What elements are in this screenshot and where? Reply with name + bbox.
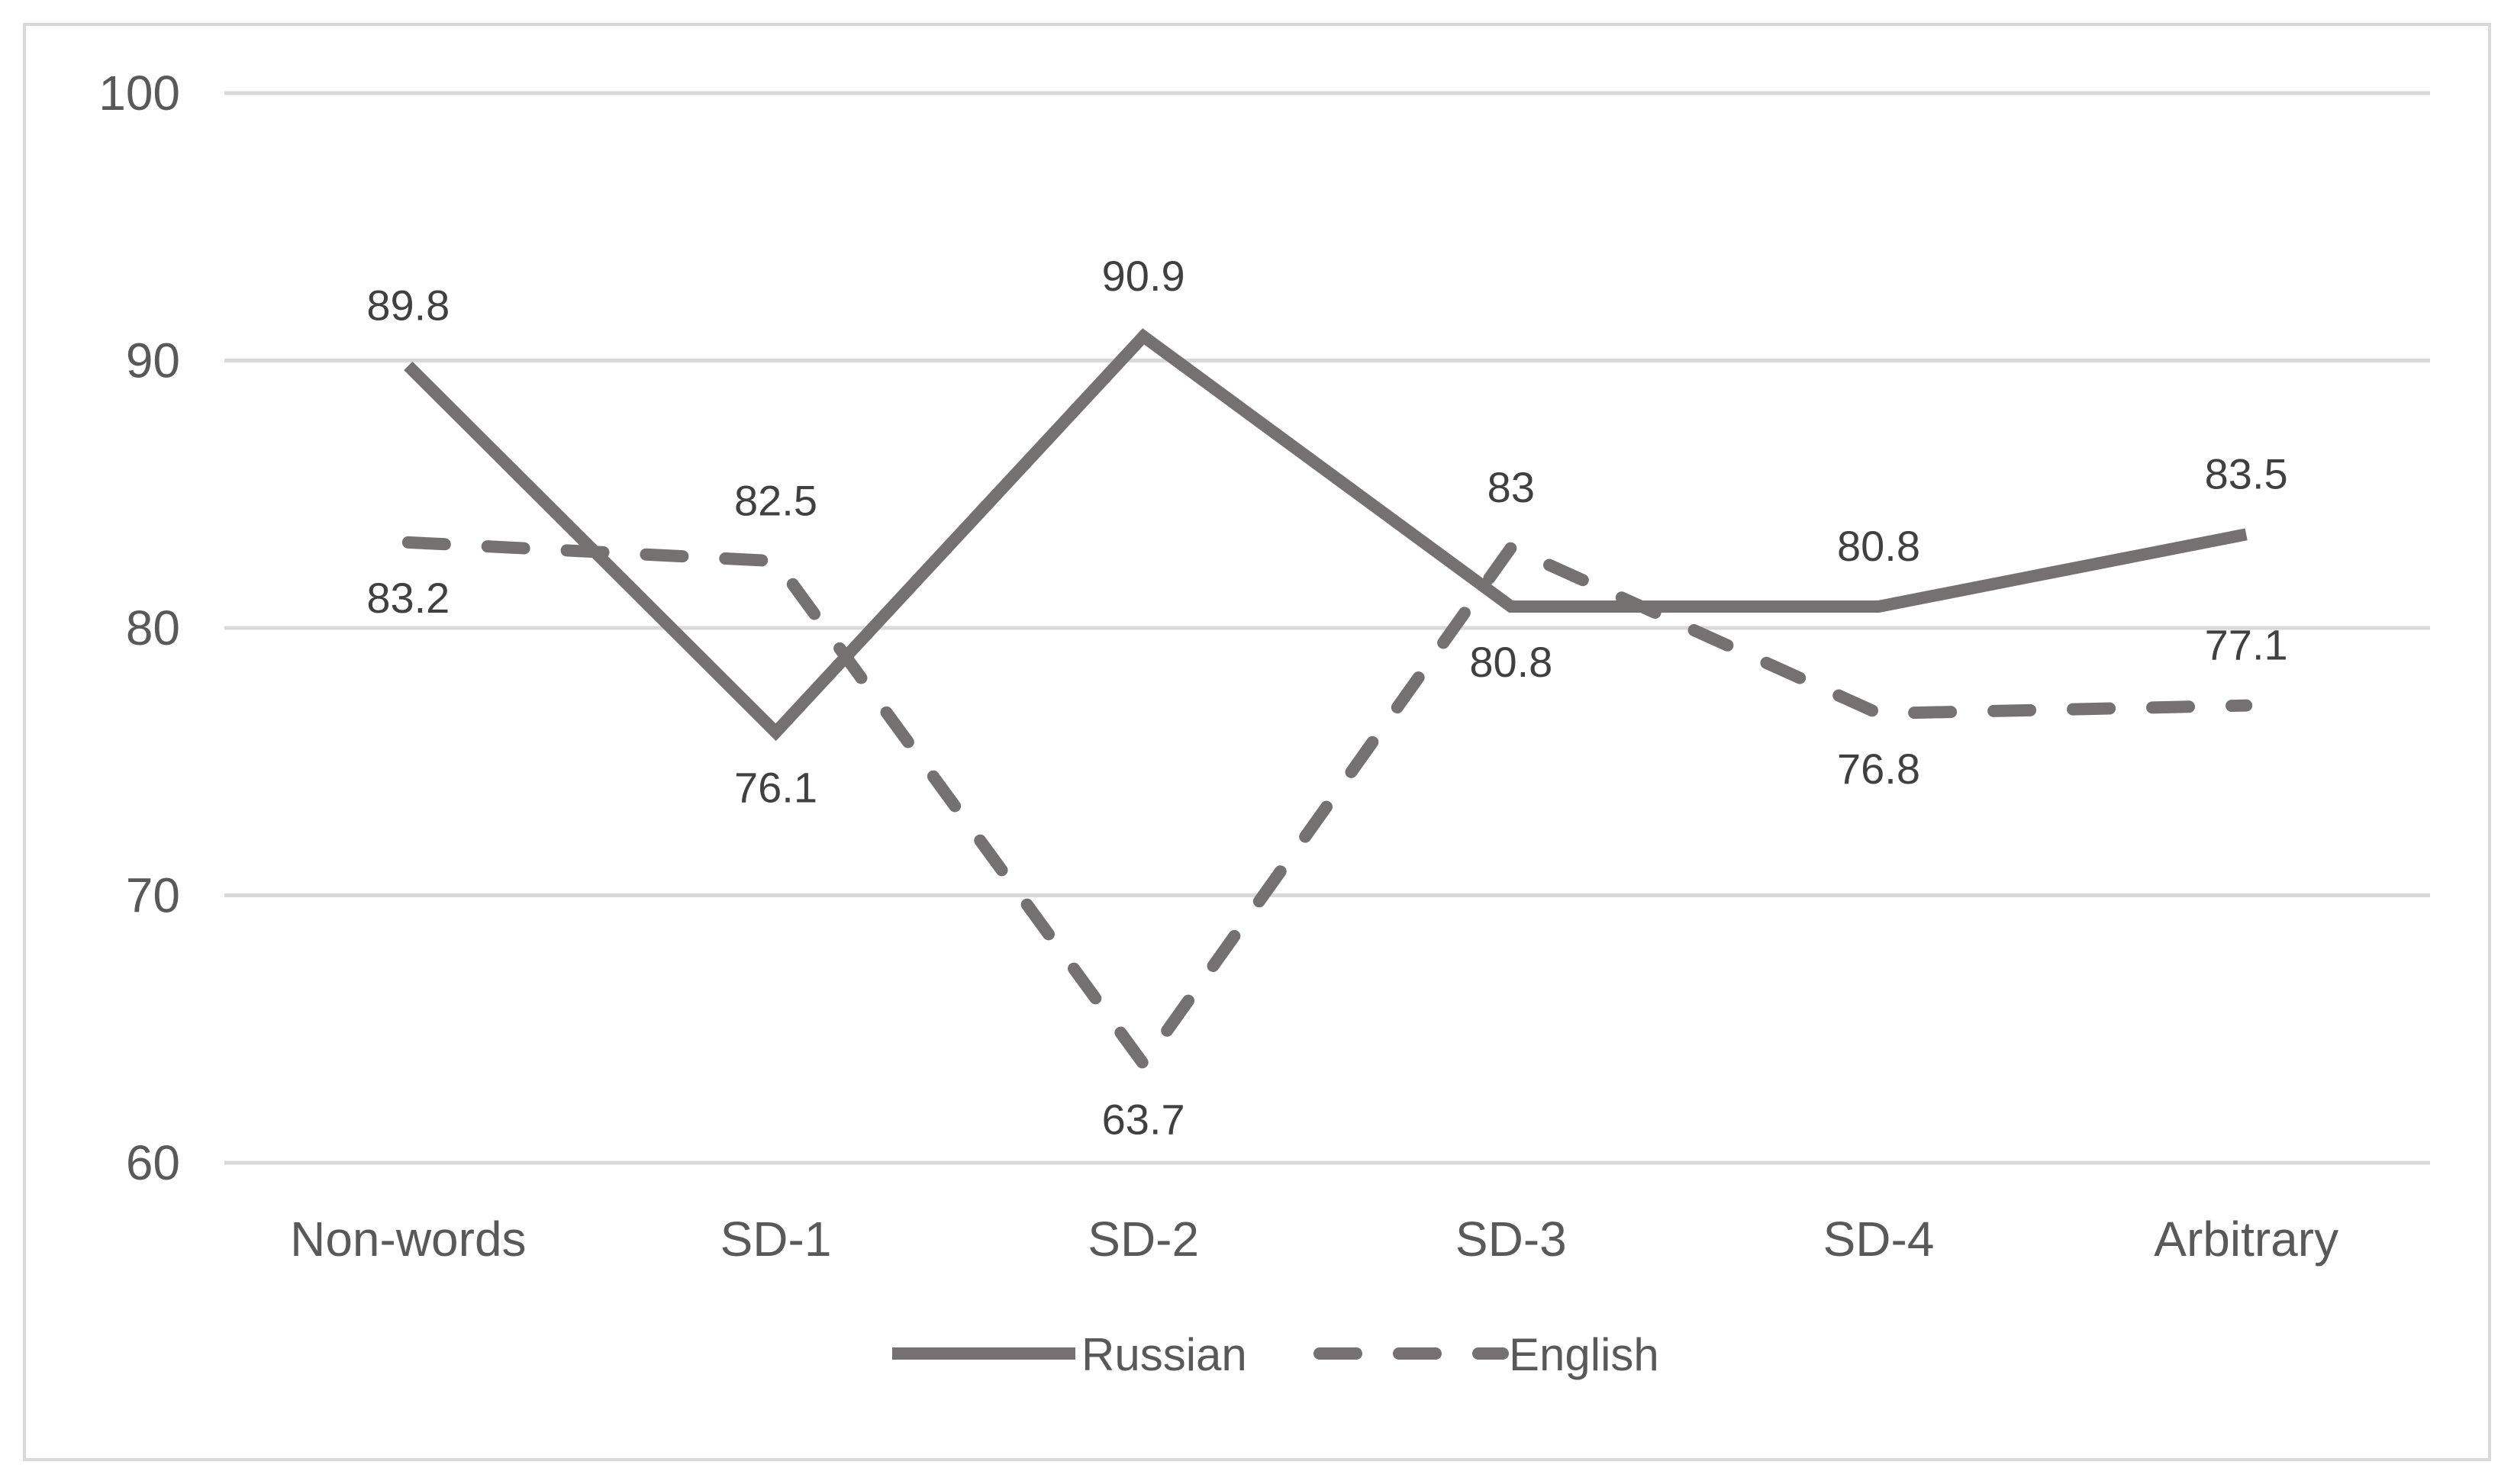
data-label-english-0: 83.2 <box>366 574 450 622</box>
y-tick-label-80: 80 <box>126 600 180 655</box>
data-label-english-5: 77.1 <box>2205 621 2288 669</box>
data-label-russian-3: 80.8 <box>1469 638 1552 686</box>
x-tick-label-sd-1: SD-1 <box>720 1212 832 1267</box>
x-tick-label-arbitrary: Arbitrary <box>2154 1212 2338 1267</box>
data-label-russian-5: 83.5 <box>2205 449 2288 497</box>
chart-frame: 60 70 80 90 100 Non-words SD-1 SD-2 SD-3 SD-4 Arb… <box>23 23 2491 1461</box>
series-lines <box>401 328 2253 1074</box>
y-axis-ticks: 60 70 80 90 100 <box>98 66 180 1190</box>
gridlines <box>224 91 2430 1165</box>
data-label-russian-2: 90.9 <box>1102 252 1185 300</box>
legend-label-russian: Russian <box>1081 1329 1247 1380</box>
y-tick-label-70: 70 <box>126 868 180 923</box>
data-label-english-4: 76.8 <box>1837 745 1920 793</box>
x-tick-label-non-words: Non-words <box>290 1212 526 1267</box>
data-label-english-1: 82.5 <box>734 476 817 524</box>
x-tick-label-sd-4: SD-4 <box>1823 1212 1935 1267</box>
data-label-english-3: 83 <box>1487 463 1535 511</box>
line-chart: 60 70 80 90 100 Non-words SD-1 SD-2 SD-3 SD-4 Arb… <box>98 66 2430 1380</box>
data-label-russian-1: 76.1 <box>734 764 817 812</box>
data-label-russian-4: 80.8 <box>1837 522 1920 570</box>
x-tick-label-sd-3: SD-3 <box>1455 1212 1567 1267</box>
legend: Russian English <box>892 1329 1659 1380</box>
x-axis-ticks: Non-words SD-1 SD-2 SD-3 SD-4 Arbitrary <box>290 1212 2338 1267</box>
series-line-russian <box>404 328 2248 742</box>
y-tick-label-60: 60 <box>126 1135 180 1190</box>
series-line-english <box>401 536 2253 1074</box>
y-tick-label-90: 90 <box>126 333 180 388</box>
x-tick-label-sd-2: SD-2 <box>1088 1212 1199 1267</box>
data-labels: 89.8 76.1 90.9 80.8 80.8 83.5 83.2 82.5 63.7 83 76… <box>366 252 2287 1143</box>
data-label-english-2: 63.7 <box>1102 1095 1185 1143</box>
y-tick-label-100: 100 <box>98 66 180 121</box>
data-label-russian-0: 89.8 <box>366 282 450 330</box>
legend-label-english: English <box>1509 1329 1659 1380</box>
